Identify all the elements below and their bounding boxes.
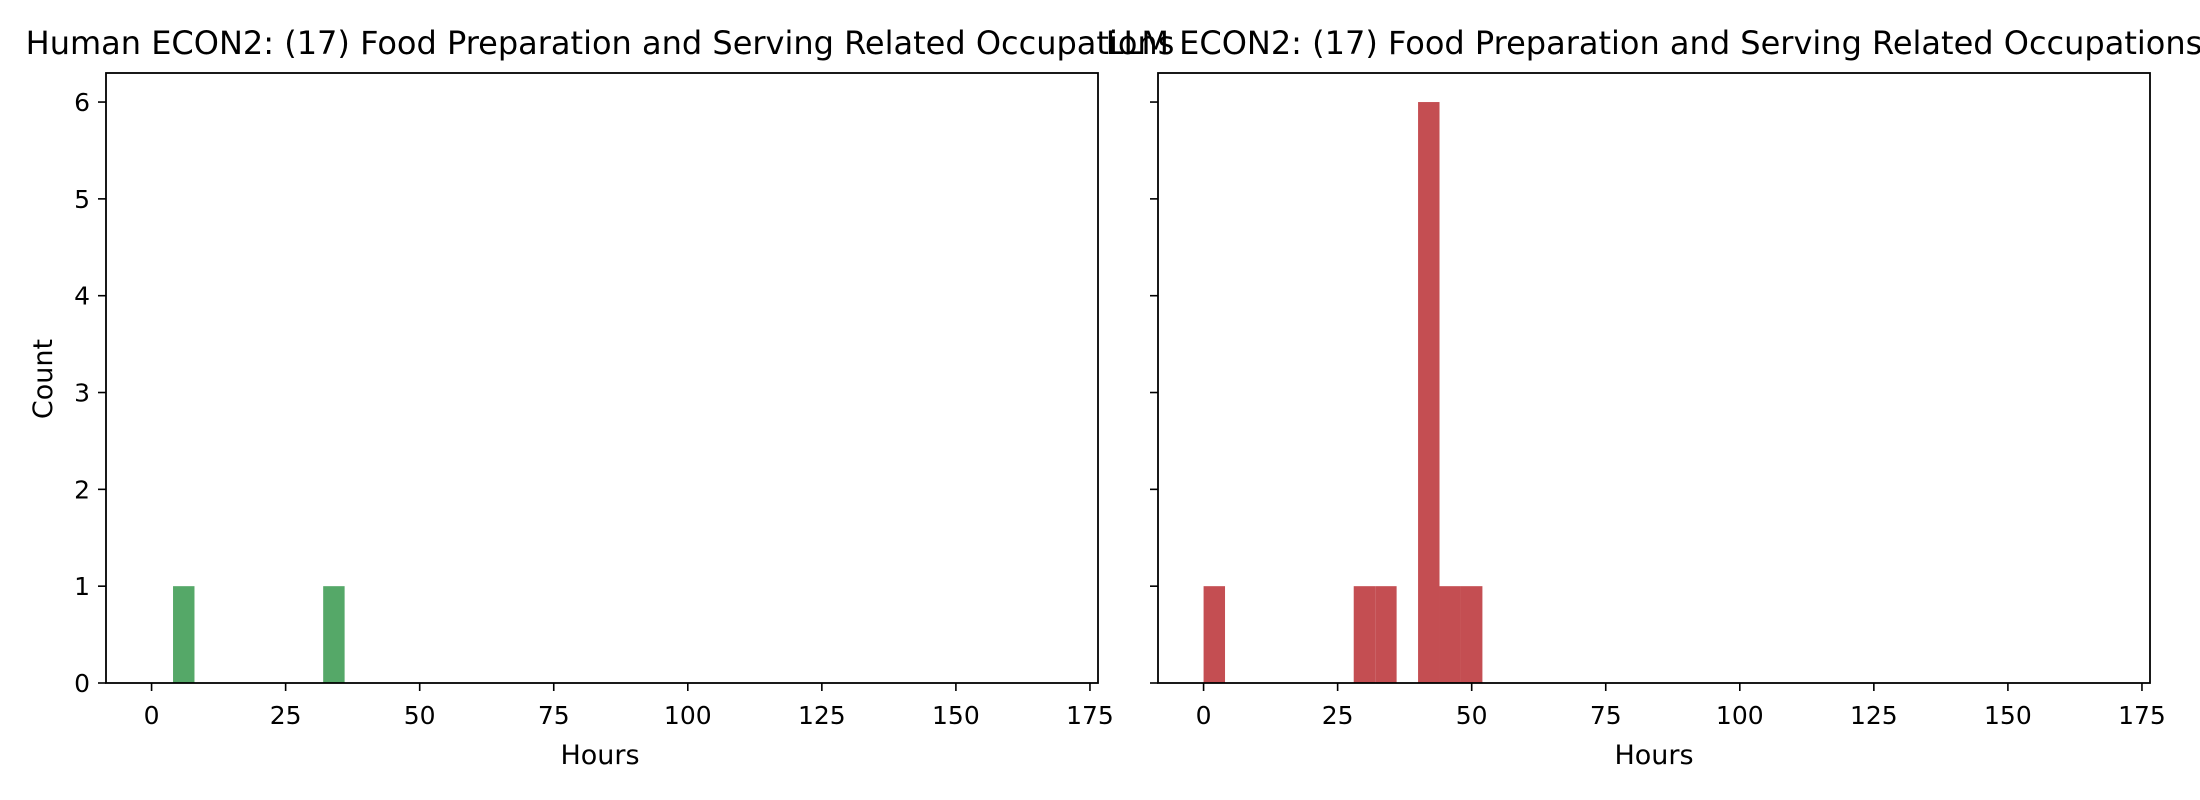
llm-chart-title: LLM ECON2: (17) Food Preparation and Ser…: [1106, 24, 2200, 62]
llm-histogram-panel: LLM ECON2: (17) Food Preparation and Ser…: [1106, 24, 2200, 771]
human-x-tick-label: 175: [1066, 701, 1114, 730]
llm-x-tick-label: 50: [1456, 701, 1488, 730]
llm-x-tick-label: 125: [1850, 701, 1898, 730]
llm-histogram-bar: [1439, 586, 1461, 683]
human-x-tick-label: 100: [664, 701, 712, 730]
human-histogram-bar: [173, 586, 195, 683]
human-y-tick-label: 4: [74, 282, 90, 311]
human-x-tick-label: 125: [798, 701, 846, 730]
human-y-tick-label: 3: [74, 379, 90, 408]
human-x-tick-label: 75: [538, 701, 570, 730]
llm-histogram-bar: [1203, 586, 1226, 683]
human-y-axis-label: Count: [28, 339, 59, 419]
human-y-tick-label: 2: [74, 475, 90, 504]
human-histogram-bar: [323, 586, 345, 683]
llm-histogram-bar: [1353, 586, 1376, 683]
human-x-axis-label: Hours: [560, 740, 639, 771]
llm-histogram-bar: [1375, 586, 1397, 683]
llm-x-tick-label: 100: [1716, 701, 1764, 730]
human-x-tick-label: 0: [144, 701, 160, 730]
llm-x-tick-label: 25: [1322, 701, 1354, 730]
llm-x-tick-label: 175: [2118, 701, 2166, 730]
human-chart-title: Human ECON2: (17) Food Preparation and S…: [26, 24, 1175, 62]
llm-axes-frame: [1157, 72, 2151, 684]
human-x-tick-label: 50: [404, 701, 436, 730]
human-axes-frame: [105, 72, 1099, 684]
human-x-tick-label: 25: [270, 701, 302, 730]
llm-histogram-bar: [1418, 102, 1440, 684]
llm-x-tick-label: 150: [1984, 701, 2032, 730]
human-y-tick-label: 1: [74, 572, 90, 601]
llm-x-tick-label: 0: [1196, 701, 1212, 730]
human-y-tick-label: 0: [74, 669, 90, 698]
llm-x-axis-label: Hours: [1614, 740, 1693, 771]
llm-x-tick-label: 75: [1590, 701, 1622, 730]
human-y-tick-label: 6: [74, 88, 90, 117]
human-histogram-panel: Human ECON2: (17) Food Preparation and S…: [26, 24, 1175, 771]
human-y-tick-label: 5: [74, 185, 90, 214]
human-x-tick-label: 150: [932, 701, 980, 730]
llm-histogram-bar: [1460, 586, 1483, 683]
